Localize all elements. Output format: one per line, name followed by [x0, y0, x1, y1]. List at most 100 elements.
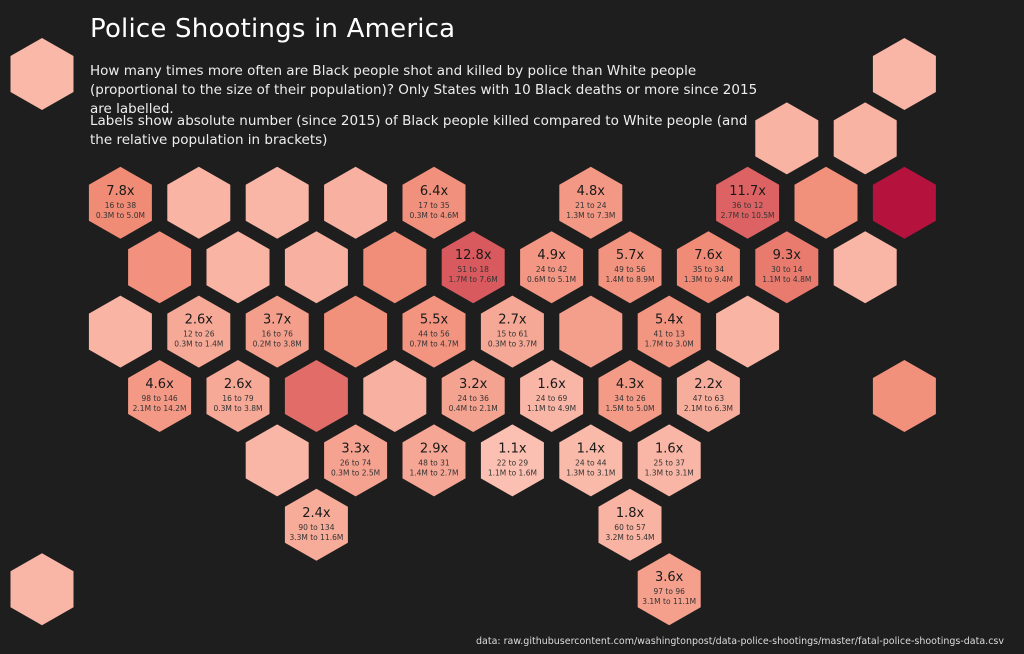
state-hex [324, 295, 388, 368]
state-tile[interactable] [284, 231, 348, 304]
counts-label: 44 to 56 [418, 330, 450, 339]
population-label: 2.7M to 10.5M [721, 211, 775, 220]
ratio-label: 5.7x [616, 248, 645, 263]
state-tile[interactable]: 7.8x 16 to 380.3M to 5.0M [88, 166, 152, 239]
state-tile[interactable]: 1.4x 24 to 441.3M to 3.1M [559, 424, 623, 497]
state-tile[interactable]: 4.9x 24 to 420.6M to 5.1M [520, 231, 584, 304]
state-tile[interactable]: 2.6x 12 to 260.3M to 1.4M [167, 295, 231, 368]
state-hex [245, 295, 309, 368]
state-tile[interactable] [10, 38, 74, 110]
ratio-label: 9.3x [773, 248, 802, 263]
state-tile[interactable]: 9.3x 30 to 141.1M to 4.8M [755, 231, 819, 304]
state-hex [324, 166, 388, 239]
state-tile[interactable]: 4.8x 21 to 241.3M to 7.3M [559, 166, 623, 239]
state-hex [520, 231, 584, 304]
state-hex [128, 360, 192, 432]
state-tile[interactable]: 3.2x 24 to 360.4M to 2.1M [441, 360, 505, 432]
state-tile[interactable] [206, 231, 270, 304]
state-tile[interactable]: 3.7x 16 to 760.2M to 3.8M [245, 295, 309, 368]
state-tile[interactable]: 2.9x 48 to 311.4M to 2.7M [402, 424, 466, 497]
state-hex [833, 231, 897, 304]
counts-label: 24 to 42 [536, 265, 568, 274]
population-label: 3.3M to 11.6M [289, 533, 343, 542]
state-tile[interactable]: 2.7x 15 to 610.3M to 3.7M [480, 295, 544, 368]
state-tile[interactable] [716, 295, 780, 368]
state-hex [441, 231, 505, 304]
state-tile[interactable]: 5.4x 41 to 131.7M to 3.0M [637, 295, 701, 368]
state-tile[interactable]: 1.1x 22 to 291.1M to 1.6M [480, 424, 544, 497]
ratio-label: 4.8x [577, 184, 606, 199]
state-tile[interactable] [128, 231, 192, 304]
state-tile[interactable] [245, 166, 309, 239]
population-label: 1.1M to 4.9M [527, 404, 576, 413]
state-tile[interactable]: 5.7x 49 to 561.4M to 8.9M [598, 231, 662, 304]
state-tile[interactable] [872, 166, 936, 239]
state-tile[interactable]: 3.6x 97 to 963.1M to 11.1M [637, 553, 701, 626]
counts-label: 51 to 18 [458, 265, 490, 274]
state-hex [167, 166, 231, 239]
state-hex [598, 360, 662, 432]
ratio-label: 2.9x [420, 441, 449, 456]
state-hex [520, 360, 584, 432]
ratio-label: 7.8x [106, 184, 135, 199]
ratio-label: 1.6x [655, 441, 684, 456]
state-tile[interactable] [324, 295, 388, 368]
state-tile[interactable]: 2.2x 47 to 632.1M to 6.3M [676, 360, 740, 432]
population-label: 1.7M to 7.6M [449, 275, 498, 284]
population-label: 1.4M to 8.9M [605, 275, 654, 284]
state-hex [872, 360, 936, 432]
state-tile[interactable]: 6.4x 17 to 350.3M to 4.6M [402, 166, 466, 239]
state-tile[interactable]: 4.3x 34 to 261.5M to 5.0M [598, 360, 662, 432]
population-label: 0.7M to 4.7M [409, 340, 458, 349]
ratio-label: 3.2x [459, 377, 488, 392]
state-tile[interactable]: 2.6x 16 to 790.3M to 3.8M [206, 360, 270, 432]
state-hex [206, 231, 270, 304]
counts-label: 15 to 61 [497, 330, 529, 339]
state-tile[interactable]: 3.3x 26 to 740.3M to 2.5M [324, 424, 388, 497]
counts-label: 30 to 14 [771, 265, 803, 274]
state-tile[interactable] [245, 424, 309, 497]
state-hex [245, 424, 309, 497]
state-tile[interactable]: 12.8x 51 to 181.7M to 7.6M [441, 231, 505, 304]
population-label: 0.6M to 5.1M [527, 275, 576, 284]
state-tile[interactable] [872, 38, 936, 110]
ratio-label: 12.8x [455, 248, 492, 263]
state-hex [716, 166, 780, 239]
counts-label: 49 to 56 [614, 265, 646, 274]
state-tile[interactable] [284, 360, 348, 432]
state-hex [872, 166, 936, 239]
state-tile[interactable] [559, 295, 623, 368]
counts-label: 41 to 13 [654, 330, 686, 339]
population-label: 0.3M to 3.7M [488, 340, 537, 349]
state-tile[interactable]: 1.8x 60 to 573.2M to 5.4M [598, 488, 662, 561]
state-tile[interactable] [324, 166, 388, 239]
state-hex [637, 424, 701, 497]
state-tile[interactable]: 1.6x 24 to 691.1M to 4.9M [520, 360, 584, 432]
ratio-label: 2.4x [302, 506, 331, 521]
state-tile[interactable] [10, 553, 74, 626]
state-tile[interactable] [794, 166, 858, 239]
state-tile[interactable] [833, 231, 897, 304]
state-tile[interactable] [755, 102, 819, 175]
state-tile[interactable] [88, 295, 152, 368]
population-label: 3.1M to 11.1M [642, 597, 696, 606]
state-tile[interactable]: 7.6x 35 to 341.3M to 9.4M [676, 231, 740, 304]
state-tile[interactable] [167, 166, 231, 239]
state-tile[interactable] [833, 102, 897, 175]
state-tile[interactable]: 1.6x 25 to 371.3M to 3.1M [637, 424, 701, 497]
counts-label: 26 to 74 [340, 458, 372, 467]
state-tile[interactable] [363, 360, 427, 432]
population-label: 0.3M to 1.4M [174, 340, 223, 349]
state-tile[interactable]: 11.7x 36 to 122.7M to 10.5M [716, 166, 780, 239]
state-tile[interactable]: 5.5x 44 to 560.7M to 4.7M [402, 295, 466, 368]
counts-label: 16 to 38 [105, 201, 137, 210]
state-tile[interactable] [872, 360, 936, 432]
counts-label: 24 to 44 [575, 458, 607, 467]
counts-label: 35 to 34 [693, 265, 725, 274]
state-tile[interactable] [363, 231, 427, 304]
ratio-label: 7.6x [694, 248, 723, 263]
state-hex [206, 360, 270, 432]
state-hex [755, 231, 819, 304]
